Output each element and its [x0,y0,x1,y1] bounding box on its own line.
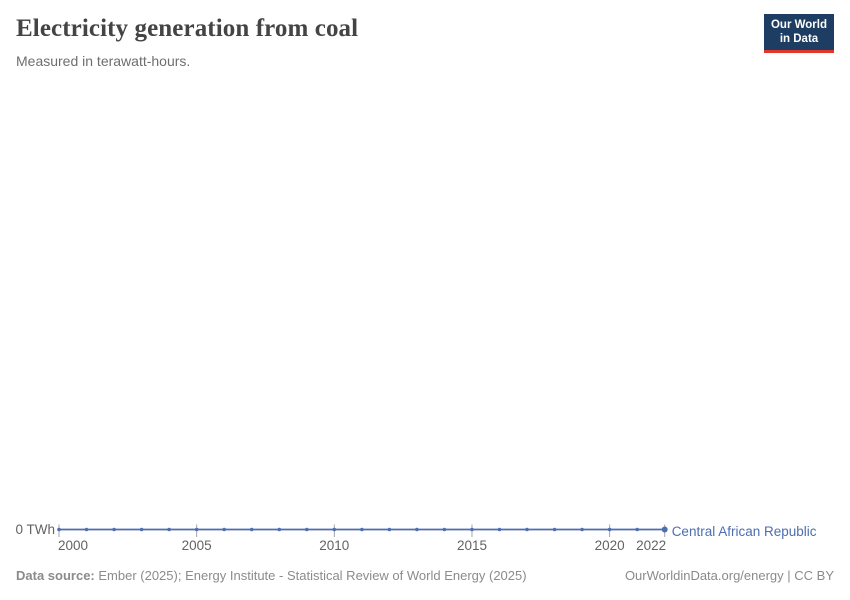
data-point [415,527,419,532]
data-point [305,527,309,532]
data-point [84,527,89,532]
owid-url-link[interactable]: OurWorldinData.org/energy | CC BY [624,568,834,583]
series-label[interactable]: Central African Republic [672,524,817,539]
page-title: Electricity generation from coal [16,15,359,42]
data-point [194,527,199,532]
data-source-label: Data source: [16,568,95,583]
data-point [635,527,639,532]
data-point [387,527,392,532]
data-point [167,527,171,532]
x-axis-label: 2005 [182,538,212,553]
x-axis-label: 2022 [636,538,666,553]
chart-subtitle: Measured in terawatt-hours. [16,53,191,69]
data-point [249,527,254,532]
data-point [470,527,474,532]
x-axis-label: 2020 [595,538,625,553]
data-point [332,527,337,532]
x-axis-label: 2015 [457,538,487,553]
chart-footer: Data source: Ember (2025); Energy Instit… [16,568,834,583]
data-point [497,527,502,532]
data-point [112,527,116,532]
series-end-point [661,526,668,533]
data-point [139,527,144,532]
x-axis-label: 2010 [319,538,349,553]
data-point [360,527,364,532]
owid-logo-line2: in Data [779,33,819,45]
data-source-value: Ember (2025); Energy Institute - Statist… [94,568,527,583]
data-point [607,527,612,532]
data-point [442,527,447,532]
data-source-text: Data source: Ember (2025); Energy Instit… [16,568,527,583]
data-point [57,527,61,532]
y-axis-zero-label: 0 TWh [15,522,55,537]
data-point [525,527,529,532]
data-point [277,527,282,532]
data-point [552,527,557,532]
data-point [222,527,226,532]
data-point [580,527,584,532]
owid-logo-line1: Our World [770,18,827,31]
owid-logo[interactable]: Our World in Data [764,14,834,53]
x-axis-label: 2000 [58,538,88,553]
